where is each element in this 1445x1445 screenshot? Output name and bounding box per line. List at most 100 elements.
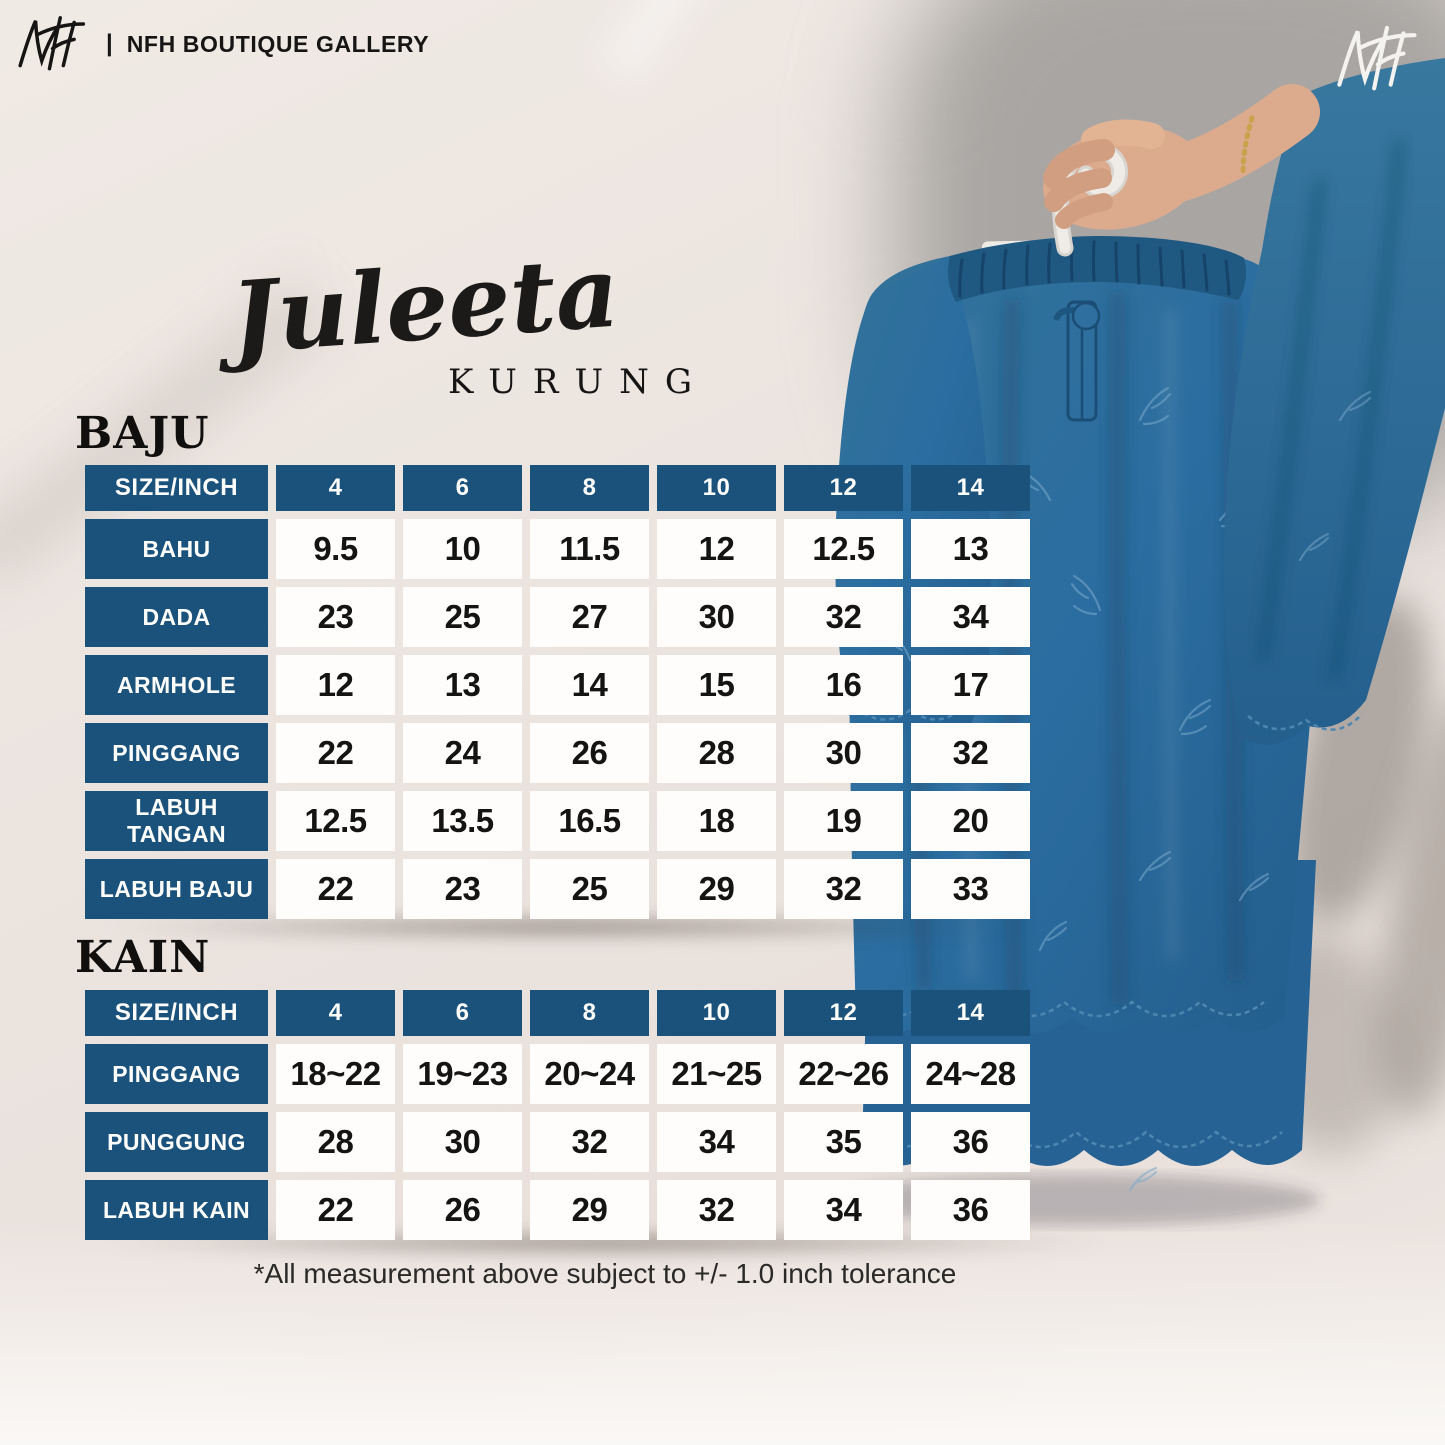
product-title: Juleeta bbox=[227, 234, 623, 377]
kain-header-size-14: 14 bbox=[911, 990, 1030, 1036]
baju-value-size-6: 24 bbox=[403, 723, 522, 783]
kain-value-size-8: 32 bbox=[530, 1112, 649, 1172]
baju-value-size-8: 11.5 bbox=[530, 519, 649, 579]
kain-size-table: SIZE/INCH 4 6 8 10 12 14 PINGGANG 18~22 19~23 20~2… bbox=[85, 990, 1030, 1240]
baju-row-label: LABUH BAJU bbox=[85, 859, 268, 919]
baju-header-size-6: 6 bbox=[403, 465, 522, 511]
baju-size-table: SIZE/INCH 4 6 8 10 12 14 BAHU 9.5 10 11.5 12 12.5 13 D… bbox=[85, 465, 1030, 919]
baju-value-size-10: 12 bbox=[657, 519, 776, 579]
fabric-button bbox=[1071, 301, 1101, 331]
gathered-neckline bbox=[948, 236, 1246, 302]
baju-header-size-14: 14 bbox=[911, 465, 1030, 511]
thumb bbox=[1081, 119, 1165, 153]
kain-row-label: PUNGGUNG bbox=[85, 1112, 268, 1172]
brand-name: NFH BOUTIQUE GALLERY bbox=[126, 30, 430, 57]
kain-value-size-4: 22 bbox=[276, 1180, 395, 1240]
baju-header-size-4: 4 bbox=[276, 465, 395, 511]
baju-section-heading: BAJU bbox=[75, 408, 210, 459]
baju-value-size-8: 16.5 bbox=[530, 791, 649, 851]
kain-value-size-14: 36 bbox=[911, 1112, 1030, 1172]
baju-value-size-4: 23 bbox=[276, 587, 395, 647]
kain-value-size-12: 34 bbox=[784, 1180, 903, 1240]
baju-value-size-14: 17 bbox=[911, 655, 1030, 715]
kain-header-size-6: 6 bbox=[403, 990, 522, 1036]
nfh-signature-logo-icon bbox=[18, 16, 86, 71]
baju-row-label: DADA bbox=[85, 587, 268, 647]
baju-value-size-12: 32 bbox=[784, 587, 903, 647]
kain-value-size-8: 20~24 bbox=[530, 1044, 649, 1104]
product-subtitle: KURUNG bbox=[448, 362, 709, 402]
baju-value-size-14: 33 bbox=[911, 859, 1030, 919]
kain-value-size-12: 35 bbox=[784, 1112, 903, 1172]
brand-header: | NFH BOUTIQUE GALLERY bbox=[14, 14, 429, 74]
baju-value-size-10: 30 bbox=[657, 587, 776, 647]
kain-section-heading: KAIN bbox=[75, 932, 211, 983]
kain-value-size-8: 29 bbox=[530, 1180, 649, 1240]
baju-row-label: PINGGANG bbox=[85, 723, 268, 783]
baju-value-size-10: 18 bbox=[657, 791, 776, 851]
kain-row-label: LABUH KAIN bbox=[85, 1180, 268, 1240]
baju-value-size-4: 22 bbox=[276, 723, 395, 783]
baju-value-size-10: 15 bbox=[657, 655, 776, 715]
baju-value-size-12: 32 bbox=[784, 859, 903, 919]
gold-bracelet bbox=[1240, 115, 1255, 177]
baju-value-size-8: 14 bbox=[530, 655, 649, 715]
baju-value-size-12: 16 bbox=[784, 655, 903, 715]
baju-value-size-10: 29 bbox=[657, 859, 776, 919]
baju-value-size-6: 25 bbox=[403, 587, 522, 647]
kain-value-size-10: 32 bbox=[657, 1180, 776, 1240]
kain-row-label: PINGGANG bbox=[85, 1044, 268, 1104]
baju-value-size-12: 19 bbox=[784, 791, 903, 851]
kain-value-size-14: 24~28 bbox=[911, 1044, 1030, 1104]
baju-table-shadow bbox=[95, 915, 1035, 939]
baju-value-size-12: 12.5 bbox=[784, 519, 903, 579]
baju-value-size-14: 20 bbox=[911, 791, 1030, 851]
baju-value-size-10: 28 bbox=[657, 723, 776, 783]
kain-value-size-10: 34 bbox=[657, 1112, 776, 1172]
baju-value-size-14: 13 bbox=[911, 519, 1030, 579]
kain-header-size-8: 8 bbox=[530, 990, 649, 1036]
baju-value-size-4: 9.5 bbox=[276, 519, 395, 579]
kain-value-size-6: 26 bbox=[403, 1180, 522, 1240]
kain-value-size-4: 18~22 bbox=[276, 1044, 395, 1104]
brand-divider: | bbox=[106, 30, 113, 57]
sleeve-folds bbox=[1255, 139, 1407, 682]
wall-light-streak bbox=[598, 0, 824, 86]
baju-header-size-inch: SIZE/INCH bbox=[85, 465, 268, 511]
kain-header-size-4: 4 bbox=[276, 990, 395, 1036]
baju-value-size-14: 32 bbox=[911, 723, 1030, 783]
kain-value-size-4: 28 bbox=[276, 1112, 395, 1172]
baju-header-size-12: 12 bbox=[784, 465, 903, 511]
baju-value-size-4: 12.5 bbox=[276, 791, 395, 851]
kain-value-size-14: 36 bbox=[911, 1180, 1030, 1240]
sleeve-embroidery bbox=[1298, 390, 1372, 562]
baju-value-size-6: 13 bbox=[403, 655, 522, 715]
baju-row-label: ARMHOLE bbox=[85, 655, 268, 715]
hem-stitching bbox=[865, 1130, 1283, 1149]
baju-header-size-10: 10 bbox=[657, 465, 776, 511]
kain-header-size-10: 10 bbox=[657, 990, 776, 1036]
floor-light-fade bbox=[0, 1220, 1445, 1445]
kain-header-size-inch: SIZE/INCH bbox=[85, 990, 268, 1036]
baju-row-label: BAHU bbox=[85, 519, 268, 579]
baju-value-size-8: 26 bbox=[530, 723, 649, 783]
shirring-lines bbox=[958, 240, 1231, 298]
baju-header-size-8: 8 bbox=[530, 465, 649, 511]
kain-value-size-6: 19~23 bbox=[403, 1044, 522, 1104]
kain-header-size-12: 12 bbox=[784, 990, 903, 1036]
baju-value-size-4: 12 bbox=[276, 655, 395, 715]
worn-cuff-stitching bbox=[1247, 713, 1363, 731]
baju-value-size-8: 25 bbox=[530, 859, 649, 919]
baju-value-size-6: 10 bbox=[403, 519, 522, 579]
baju-row-label: LABUH TANGAN bbox=[85, 791, 268, 851]
nfh-signature-logo-white-icon bbox=[1337, 25, 1417, 91]
baju-value-size-6: 23 bbox=[403, 859, 522, 919]
baju-value-size-4: 22 bbox=[276, 859, 395, 919]
cuff-stitching bbox=[855, 707, 963, 721]
kain-value-size-12: 22~26 bbox=[784, 1044, 903, 1104]
baju-value-size-6: 13.5 bbox=[403, 791, 522, 851]
tolerance-footnote: *All measurement above subject to +/- 1.… bbox=[253, 1258, 957, 1289]
baju-value-size-12: 30 bbox=[784, 723, 903, 783]
baju-value-size-14: 34 bbox=[911, 587, 1030, 647]
kain-value-size-6: 30 bbox=[403, 1112, 522, 1172]
